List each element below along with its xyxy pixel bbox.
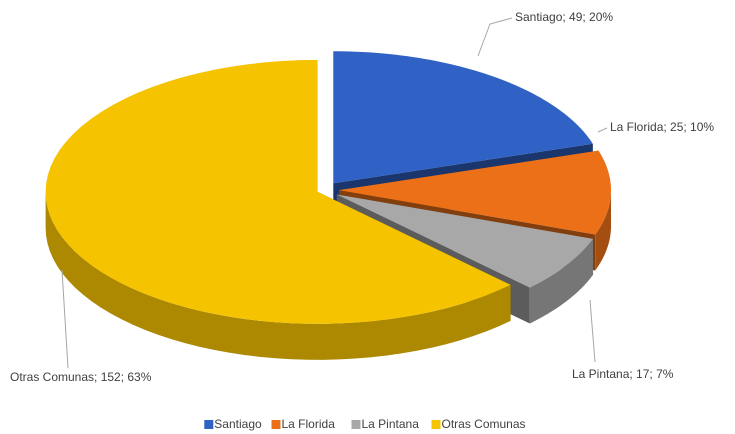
legend-label: La Pintana bbox=[362, 417, 420, 431]
data-label: Otras Comunas; 152; 63% bbox=[10, 370, 152, 384]
legend-label: Santiago bbox=[214, 417, 262, 431]
leader-line bbox=[61, 269, 69, 369]
legend-swatch bbox=[431, 420, 441, 429]
leader-line bbox=[477, 17, 513, 57]
slice bbox=[333, 51, 593, 184]
slice-side bbox=[45, 191, 511, 360]
slice bbox=[338, 150, 611, 235]
slice-side bbox=[529, 238, 594, 324]
legend-swatch bbox=[271, 420, 281, 429]
legend-label: La Florida bbox=[282, 417, 336, 431]
slice bbox=[336, 194, 594, 288]
data-label: Santiago; 49; 20% bbox=[515, 10, 613, 24]
data-label: La Pintana; 17; 7% bbox=[572, 367, 674, 381]
slice bbox=[45, 59, 511, 324]
slice-side bbox=[595, 190, 611, 271]
legend-label: Otras Comunas bbox=[442, 417, 526, 431]
leader-line bbox=[597, 127, 608, 133]
legend-swatch bbox=[351, 420, 361, 429]
data-label: La Florida; 25; 10% bbox=[610, 120, 714, 134]
legend-swatch bbox=[204, 420, 214, 429]
leader-line bbox=[589, 299, 596, 363]
